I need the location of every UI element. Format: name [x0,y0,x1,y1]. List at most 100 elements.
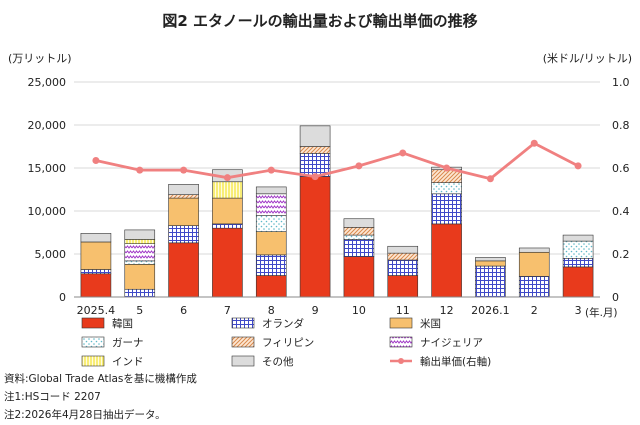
legend-swatch [81,317,105,329]
bar-segment [212,223,243,229]
bar-segment [343,239,375,257]
bar-segment [518,251,550,277]
legend-label: 輸出単価(右軸) [420,355,491,368]
bar-segment [168,184,199,195]
bar-segment [475,260,506,267]
bar-segment [168,225,199,244]
legend-label: 米国 [420,317,441,330]
legend-swatch [389,317,413,329]
legend-swatch [81,336,105,348]
price-point [355,162,363,170]
left-axis-unit: (万リットル) [8,52,72,65]
legend-swatch [389,336,413,348]
x-tick-label: 11 [396,304,410,317]
price-point [223,174,231,182]
legend-line-marker [398,358,404,364]
bar-segment [562,266,594,298]
price-point [136,166,144,174]
left-tick-label: 20,000 [28,119,67,132]
bar-segment [168,197,199,226]
bar-segment [343,234,375,240]
right-tick-label: 0.8 [612,119,630,132]
left-tick-label: 10,000 [28,205,67,218]
right-axis-unit: (米ドル/リットル) [543,52,632,65]
left-tick-label: 25,000 [28,76,67,89]
bar-segment [431,193,462,225]
x-tick-label: 10 [352,304,366,317]
price-point [399,149,407,157]
legend-label: 韓国 [112,318,133,330]
bar-segment [255,193,287,216]
bar-segment [387,252,419,261]
legend-label: ガーナ [112,337,144,349]
legend-label: フィリピン [262,337,314,349]
axes: 0 5,000 10,000 15,000 20,000 25,000 0 0.2 0.4 0.6… [28,76,630,317]
legend-label: ナイジェリア [420,337,483,349]
bar-segment [562,240,594,259]
x-tick-label: 8 [268,304,275,317]
left-tick-label: 5,000 [35,248,67,261]
bar-segment [431,182,462,195]
bar-segment [299,125,331,147]
right-tick-label: 0.4 [612,205,630,218]
legend-label: オランダ [262,317,304,330]
note-source: 資料:Global Trade Atlasを基に機構作成 [4,372,197,385]
legend-swatch [81,355,105,367]
x-axis-unit: (年.月) [585,306,618,319]
bar-segment [255,186,287,195]
bar-segment [431,223,462,298]
x-tick-label: 5 [136,304,143,317]
price-series-line [95,141,579,181]
right-tick-label: 0.6 [612,162,630,175]
x-tick-label: 9 [312,304,319,317]
price-point [443,164,451,172]
bar-segment [562,257,594,268]
gridlines [74,81,600,255]
bar-segment [562,234,594,242]
bar-segment [124,229,156,240]
bar-segment [212,197,243,225]
bar-segment [387,259,419,276]
chart-title: 図2 エタノールの輸出量および輸出単価の推移 [162,12,477,30]
bar-segment [299,176,331,298]
note-2: 注2:2026年4月28日抽出データ。 [4,408,166,421]
bar-segment [80,273,112,298]
price-point [574,162,582,170]
x-tick-label: 2026.1 [471,304,510,317]
left-tick-label: 15,000 [28,162,67,175]
x-tick-label: 2025.4 [77,304,116,317]
bar-segment [168,194,199,199]
bar-segment [124,288,156,298]
bars [80,125,594,298]
bar-segment [255,275,287,298]
price-point [92,156,100,164]
bar-segment [255,215,287,232]
bar-segment [475,257,506,262]
bar-segment [80,269,112,275]
bar-segment [212,181,243,199]
left-tick-label: 0 [59,291,66,304]
bar-segment [255,254,287,276]
bar-segment [343,256,375,298]
price-point [267,166,275,174]
bar-segment [343,227,375,236]
right-tick-label: 0 [612,291,619,304]
bar-segment [475,265,506,298]
bar-segment [518,247,550,253]
bar-segment [255,231,287,256]
legend-swatch [231,336,255,348]
x-tick-label: 6 [180,304,187,317]
bar-segment [124,243,156,262]
bar-segment [80,241,112,270]
x-tick-label: 3 [575,304,582,317]
bar-segment [124,260,156,265]
bar-segment [518,276,550,298]
bar-segment [124,239,156,244]
legend-label: その他 [262,355,294,368]
x-tick-label: 2 [531,304,538,317]
price-point [486,175,494,183]
right-tick-label: 1.0 [612,76,630,89]
